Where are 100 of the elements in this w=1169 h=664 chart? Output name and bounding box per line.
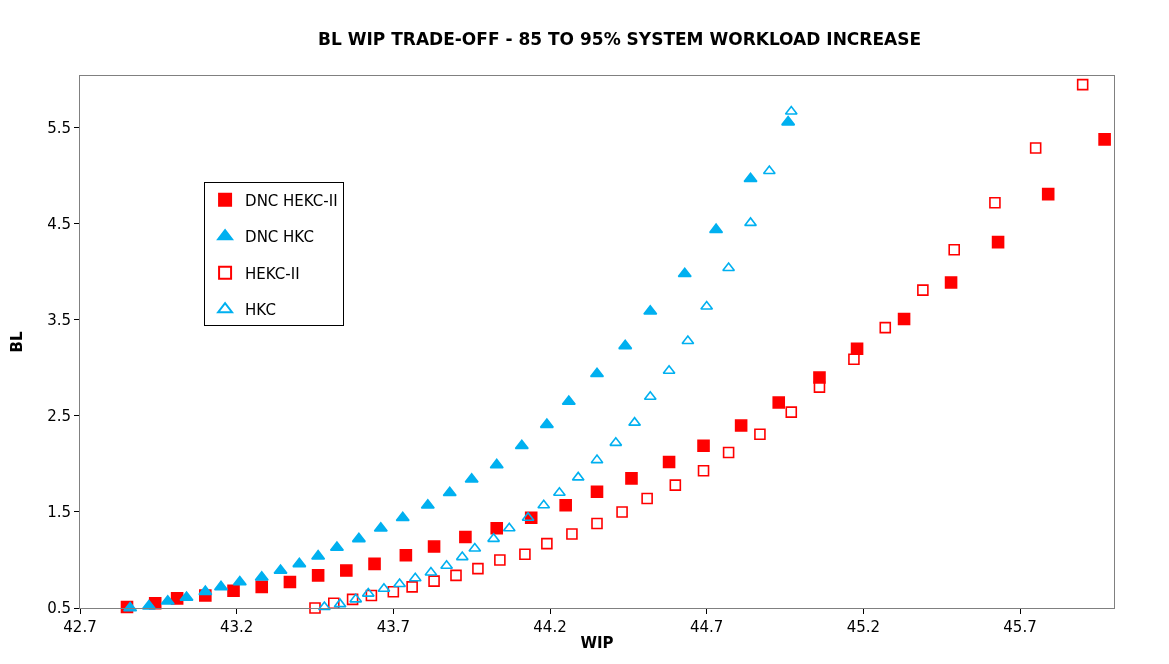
point (395, 511, 410, 522)
point (917, 284, 929, 296)
point (442, 486, 457, 497)
point (459, 530, 472, 544)
point (734, 419, 748, 432)
point (571, 471, 585, 481)
point (309, 602, 321, 614)
point (991, 235, 1005, 249)
point (772, 396, 786, 409)
point (489, 458, 504, 469)
legend-label: DNC HKC (245, 228, 314, 246)
x-tick-label: 44.7 (689, 618, 724, 636)
y-tick-label: 0.5 (47, 599, 71, 618)
legend-label: HKC (245, 301, 276, 319)
x-axis-title: WIP (580, 634, 614, 652)
chart-title: BL WIP TRADE-OFF - 85 TO 95% SYSTEM WORKLOAD INCREASE (318, 29, 922, 50)
point (591, 517, 603, 530)
point (399, 548, 413, 562)
point (393, 578, 407, 588)
legend-label: DNC HEKC-II (245, 191, 338, 210)
point (541, 537, 553, 550)
point (669, 479, 682, 491)
point (424, 566, 438, 576)
point (333, 598, 347, 608)
point (468, 542, 482, 552)
x-tick-label: 42.7 (63, 618, 97, 636)
legend-label: HEKC-II (245, 264, 300, 283)
point (722, 446, 735, 459)
point (762, 165, 776, 175)
point (311, 569, 325, 582)
point (677, 267, 692, 278)
point (590, 454, 604, 464)
point (254, 570, 269, 581)
point (566, 528, 578, 540)
point (519, 548, 531, 561)
point (784, 105, 798, 115)
point (377, 582, 391, 593)
point (368, 557, 381, 571)
y-axis-title: BL (8, 331, 27, 353)
point (643, 390, 657, 401)
point (283, 575, 297, 589)
point (879, 321, 892, 334)
point (340, 564, 353, 577)
point (552, 486, 566, 497)
y-tick-label: 4.5 (47, 215, 71, 234)
point (292, 557, 307, 568)
point (743, 172, 758, 183)
point (681, 335, 695, 345)
point (897, 312, 911, 326)
point (1076, 78, 1089, 91)
point (989, 196, 1001, 209)
y-tick-label: 2.5 (47, 407, 71, 426)
point (559, 498, 572, 512)
y-tick-label: 3.5 (47, 311, 71, 330)
point (273, 564, 288, 575)
x-tick-label: 43.2 (219, 618, 254, 636)
point (346, 593, 359, 606)
point (387, 585, 400, 598)
y-tick-label: 5.5 (47, 119, 71, 138)
point (487, 533, 501, 543)
point (662, 365, 676, 375)
point (317, 601, 331, 611)
point (361, 587, 375, 597)
point (785, 406, 798, 418)
x-tick-label: 45.2 (846, 618, 881, 636)
point (514, 439, 529, 450)
point (609, 437, 623, 447)
point (494, 554, 506, 566)
point (365, 589, 378, 602)
point (349, 593, 363, 603)
point (227, 584, 240, 598)
point (490, 522, 504, 535)
point (948, 244, 960, 256)
point (450, 569, 462, 582)
x-tick-label: 43.7 (376, 618, 411, 636)
point (697, 439, 710, 453)
point (643, 304, 658, 315)
point (406, 581, 418, 593)
point (472, 562, 484, 575)
point (537, 499, 551, 509)
point (427, 540, 441, 553)
point (590, 485, 604, 499)
point (722, 262, 736, 272)
point (428, 575, 440, 587)
point (160, 594, 175, 605)
point (1041, 187, 1055, 201)
point (440, 559, 454, 570)
point (618, 339, 633, 350)
point (944, 276, 958, 289)
point (662, 455, 676, 469)
point (616, 506, 628, 518)
y-tick-label: 1.5 (47, 503, 71, 522)
point (198, 585, 213, 596)
point (1029, 142, 1042, 154)
point (255, 580, 269, 594)
point (502, 522, 516, 532)
point (625, 472, 638, 485)
point (628, 416, 642, 426)
point (641, 492, 653, 505)
point (754, 428, 766, 440)
